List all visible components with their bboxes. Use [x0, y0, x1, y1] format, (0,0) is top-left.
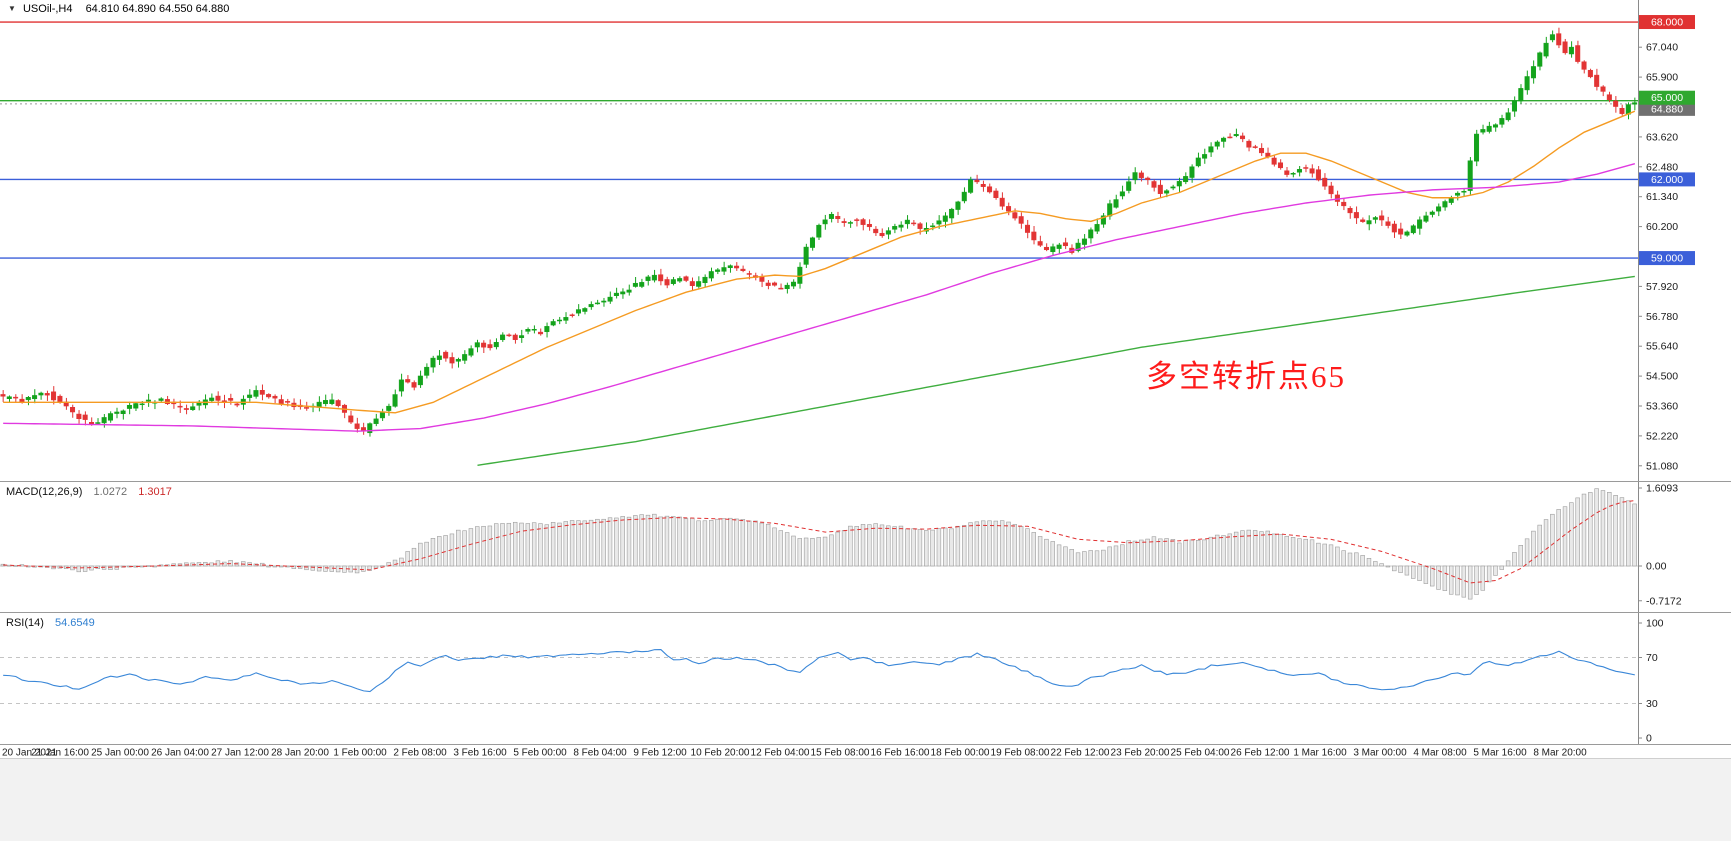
ma-fast-orange-line [3, 110, 1636, 414]
time-axis-label: 2 Feb 08:00 [393, 748, 447, 759]
chart-header: ▼ USOil-,H4 64.810 64.890 64.550 64.880 [8, 3, 229, 15]
svg-text:65.900: 65.900 [1646, 72, 1678, 84]
svg-text:67.040: 67.040 [1646, 42, 1678, 54]
macd-value-main: 1.0272 [93, 486, 128, 498]
svg-text:0.00: 0.00 [1646, 561, 1667, 573]
svg-text:52.220: 52.220 [1646, 430, 1678, 442]
svg-text:65.000: 65.000 [1651, 92, 1683, 104]
macd-histogram [0, 488, 1637, 600]
time-axis-label: 10 Feb 20:00 [691, 748, 750, 759]
svg-text:57.920: 57.920 [1646, 281, 1678, 293]
candlestick-layer [0, 27, 1638, 437]
svg-text:68.000: 68.000 [1651, 17, 1683, 29]
time-axis-label: 21 Jan 16:00 [31, 748, 89, 759]
time-axis-label: 28 Jan 20:00 [271, 748, 329, 759]
time-axis-label: 23 Feb 20:00 [1111, 748, 1170, 759]
svg-text:53.360: 53.360 [1646, 400, 1678, 412]
svg-text:70: 70 [1646, 652, 1658, 664]
time-axis-label: 5 Mar 16:00 [1473, 748, 1527, 759]
macd-value-signal: 1.3017 [138, 486, 172, 498]
svg-text:0: 0 [1646, 733, 1652, 745]
svg-text:54.500: 54.500 [1646, 371, 1678, 383]
rsi-indicator-label: RSI(14) 54.6549 [6, 617, 95, 629]
macd-signal-line [3, 500, 1635, 584]
time-axis-label: 18 Feb 00:00 [931, 748, 990, 759]
svg-text:62.000: 62.000 [1651, 174, 1683, 186]
rsi-line [3, 649, 1635, 693]
svg-text:60.200: 60.200 [1646, 221, 1678, 233]
time-axis-label: 9 Feb 12:00 [633, 748, 687, 759]
price-chart-canvas[interactable]: 67.04065.90064.76063.62062.48061.34060.2… [0, 0, 1731, 758]
price-badge-68.000: 68.000 [1639, 15, 1695, 30]
time-axis-label: 26 Feb 12:00 [1231, 748, 1290, 759]
svg-text:64.880: 64.880 [1651, 103, 1683, 115]
price-badge-64.880: 64.880 [1639, 101, 1695, 116]
svg-text:100: 100 [1646, 618, 1664, 630]
symbol-timeframe-label: USOil-,H4 [22, 3, 73, 15]
time-axis-label: 15 Feb 08:00 [811, 748, 870, 759]
time-axis-label: 4 Mar 08:00 [1413, 748, 1467, 759]
ma-mid-magenta-line [3, 162, 1636, 432]
macd-name: MACD(12,26,9) [6, 486, 83, 498]
svg-text:62.480: 62.480 [1646, 161, 1678, 173]
macd-indicator-label: MACD(12,26,9) 1.0272 1.3017 [6, 486, 172, 498]
time-axis-label: 1 Feb 00:00 [333, 748, 387, 759]
time-axis-label: 3 Feb 16:00 [453, 748, 507, 759]
time-axis-label: 25 Feb 04:00 [1171, 748, 1230, 759]
svg-text:63.620: 63.620 [1646, 131, 1678, 143]
svg-text:30: 30 [1646, 698, 1658, 710]
time-axis-label: 19 Feb 08:00 [991, 748, 1050, 759]
price-badge-62.000: 62.000 [1639, 172, 1695, 187]
time-axis-label: 5 Feb 00:00 [513, 748, 567, 759]
svg-text:61.340: 61.340 [1646, 191, 1678, 203]
svg-text:1.6093: 1.6093 [1646, 482, 1678, 494]
time-axis-label: 26 Jan 04:00 [151, 748, 209, 759]
time-axis-label: 1 Mar 16:00 [1293, 748, 1347, 759]
chart-text-annotation[interactable]: 多空转折点65 [1146, 359, 1346, 394]
svg-text:56.780: 56.780 [1646, 311, 1678, 323]
svg-text:55.640: 55.640 [1646, 341, 1678, 353]
svg-text:59.000: 59.000 [1651, 253, 1683, 265]
ma-slow-green-line [477, 275, 1635, 466]
price-axis-ticks[interactable]: 67.04065.90064.76063.62062.48061.34060.2… [1638, 42, 1682, 745]
time-axis-label: 22 Feb 12:00 [1051, 748, 1110, 759]
svg-text:51.080: 51.080 [1646, 460, 1678, 472]
time-axis-label: 16 Feb 16:00 [871, 748, 930, 759]
horizontal-levels-layer[interactable] [0, 21, 1638, 259]
ohlc-values: 64.810 64.890 64.550 64.880 [85, 3, 230, 15]
time-axis-label: 8 Mar 20:00 [1533, 748, 1587, 759]
rsi-value: 54.6549 [54, 617, 95, 629]
time-axis-label: 3 Mar 00:00 [1353, 748, 1407, 759]
price-badge-59.000: 59.000 [1639, 251, 1695, 266]
time-axis-label: 25 Jan 00:00 [91, 748, 149, 759]
collapse-arrow-icon[interactable]: ▼ [8, 4, 16, 13]
svg-text:-0.7172: -0.7172 [1646, 595, 1682, 607]
price-axis-bg[interactable] [1638, 0, 1731, 758]
time-axis-label: 12 Feb 04:00 [751, 748, 810, 759]
price-badge-65.000: 65.000 [1639, 90, 1695, 105]
rsi-name: RSI(14) [6, 617, 44, 629]
time-axis-label: 8 Feb 04:00 [573, 748, 627, 759]
window-footer-area [0, 758, 1731, 841]
time-axis-label: 27 Jan 12:00 [211, 748, 269, 759]
time-axis-label: 20 Jan 2021 [2, 748, 57, 759]
